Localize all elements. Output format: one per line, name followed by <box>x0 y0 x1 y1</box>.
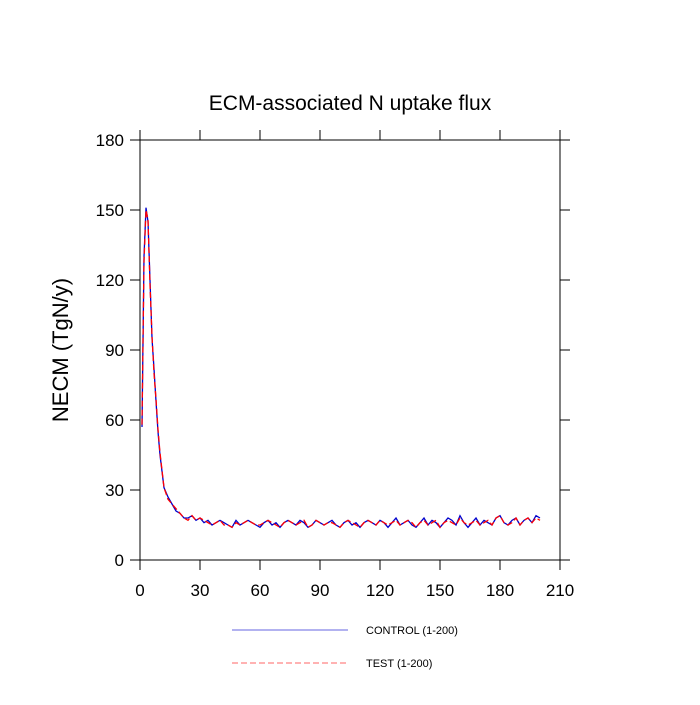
x-tick-label: 150 <box>426 581 454 600</box>
legend-label: CONTROL (1-200) <box>366 625 458 637</box>
y-tick-label: 120 <box>96 271 124 290</box>
x-tick-label: 120 <box>366 581 394 600</box>
series-line <box>141 209 541 529</box>
x-tick-label: 60 <box>251 581 270 600</box>
x-tick-label: 180 <box>486 581 514 600</box>
x-tick-label: 30 <box>191 581 210 600</box>
y-tick-label: 0 <box>115 551 124 570</box>
y-tick-label: 180 <box>96 131 124 150</box>
y-axis-label: NECM (TgN/y) <box>48 278 73 422</box>
x-tick-label: 90 <box>311 581 330 600</box>
y-tick-label: 90 <box>105 341 124 360</box>
y-tick-label: 60 <box>105 411 124 430</box>
x-tick-label: 0 <box>135 581 144 600</box>
legend-label: TEST (1-200) <box>366 658 432 670</box>
x-tick-label: 210 <box>546 581 574 600</box>
chart-title: ECM-associated N uptake flux <box>209 92 492 115</box>
y-tick-label: 150 <box>96 201 124 220</box>
y-tick-label: 30 <box>105 481 124 500</box>
